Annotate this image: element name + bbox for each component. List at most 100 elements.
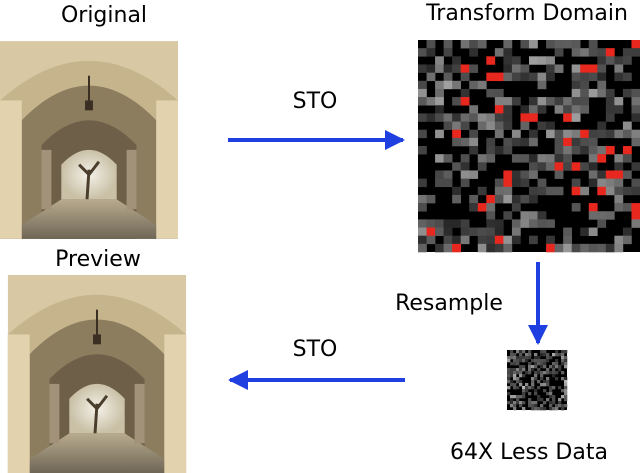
- cell: [510, 404, 514, 408]
- cell: [528, 401, 532, 405]
- cell: [564, 395, 568, 399]
- cell: [605, 211, 615, 220]
- cell: [597, 146, 607, 155]
- cell: [443, 113, 453, 122]
- cell: [516, 398, 520, 402]
- cell: [614, 178, 624, 188]
- cell: [494, 186, 504, 196]
- cell: [522, 389, 526, 393]
- cell: [520, 211, 530, 220]
- cell: [563, 154, 572, 163]
- cell: [452, 137, 461, 147]
- cell: [622, 154, 632, 163]
- cell: [534, 407, 538, 411]
- cell: [580, 64, 590, 73]
- cell: [546, 72, 555, 82]
- cell: [631, 211, 640, 220]
- cell: [534, 371, 538, 375]
- cell: [543, 365, 547, 369]
- cell: [631, 162, 640, 171]
- cell: [597, 80, 607, 90]
- cell: [494, 105, 504, 114]
- cell: [546, 380, 550, 384]
- cell: [552, 407, 556, 411]
- cell: [543, 350, 547, 354]
- cell: [522, 350, 526, 354]
- cell: [571, 243, 581, 253]
- cell: [631, 48, 640, 57]
- cell: [513, 404, 517, 408]
- cell: [546, 154, 555, 163]
- cell: [537, 371, 541, 375]
- cell: [555, 350, 559, 354]
- cell: [529, 162, 538, 171]
- cell: [543, 383, 547, 387]
- cell: [528, 398, 532, 402]
- cell: [588, 40, 598, 49]
- cell: [529, 170, 538, 179]
- cell: [540, 353, 544, 357]
- cell: [552, 398, 556, 402]
- cell: [525, 383, 529, 387]
- cell: [597, 72, 607, 82]
- cell: [435, 105, 444, 114]
- cell: [486, 235, 496, 245]
- cell: [528, 365, 532, 369]
- cell: [580, 129, 590, 139]
- cell: [452, 162, 461, 171]
- cell: [418, 97, 427, 106]
- cell: [558, 365, 562, 369]
- cell: [435, 154, 444, 163]
- cell: [554, 154, 564, 163]
- cell: [563, 113, 572, 122]
- cell: [520, 194, 530, 204]
- cell: [537, 121, 547, 130]
- cell: [605, 129, 615, 139]
- cell: [588, 170, 598, 179]
- cell: [561, 353, 565, 357]
- panel-title: Preview: [55, 247, 141, 272]
- cell: [537, 407, 541, 411]
- cell: [486, 137, 496, 147]
- cell: [588, 72, 598, 82]
- cell: [631, 203, 640, 212]
- cell: [511, 64, 521, 73]
- cell: [507, 401, 511, 405]
- cell: [503, 194, 513, 204]
- cell: [469, 40, 479, 49]
- cell: [529, 235, 538, 245]
- cell: [571, 113, 581, 122]
- cell: [418, 194, 427, 204]
- cell: [452, 129, 461, 139]
- cell: [520, 64, 530, 73]
- cell: [460, 40, 470, 49]
- cell: [426, 194, 436, 204]
- cell: [571, 72, 581, 82]
- cell: [435, 129, 444, 139]
- cell: [503, 146, 513, 155]
- cell: [507, 374, 511, 378]
- cell: [546, 377, 550, 381]
- cell: [546, 392, 550, 396]
- cell: [494, 235, 504, 245]
- cell: [631, 97, 640, 106]
- cell: [486, 211, 496, 220]
- cell: [507, 377, 511, 381]
- cell: [503, 105, 513, 114]
- cell: [494, 121, 504, 130]
- cell: [460, 121, 470, 130]
- cell: [520, 121, 530, 130]
- cell: [622, 48, 632, 57]
- cell: [571, 137, 581, 147]
- cell: [511, 219, 521, 228]
- cell: [614, 194, 624, 204]
- cell: [564, 365, 568, 369]
- cell: [511, 178, 521, 188]
- cell: [571, 178, 581, 188]
- cell: [522, 407, 526, 411]
- cell: [516, 356, 520, 360]
- cell: [597, 186, 607, 196]
- cell: [522, 392, 526, 396]
- cell: [631, 219, 640, 228]
- cell: [507, 356, 511, 360]
